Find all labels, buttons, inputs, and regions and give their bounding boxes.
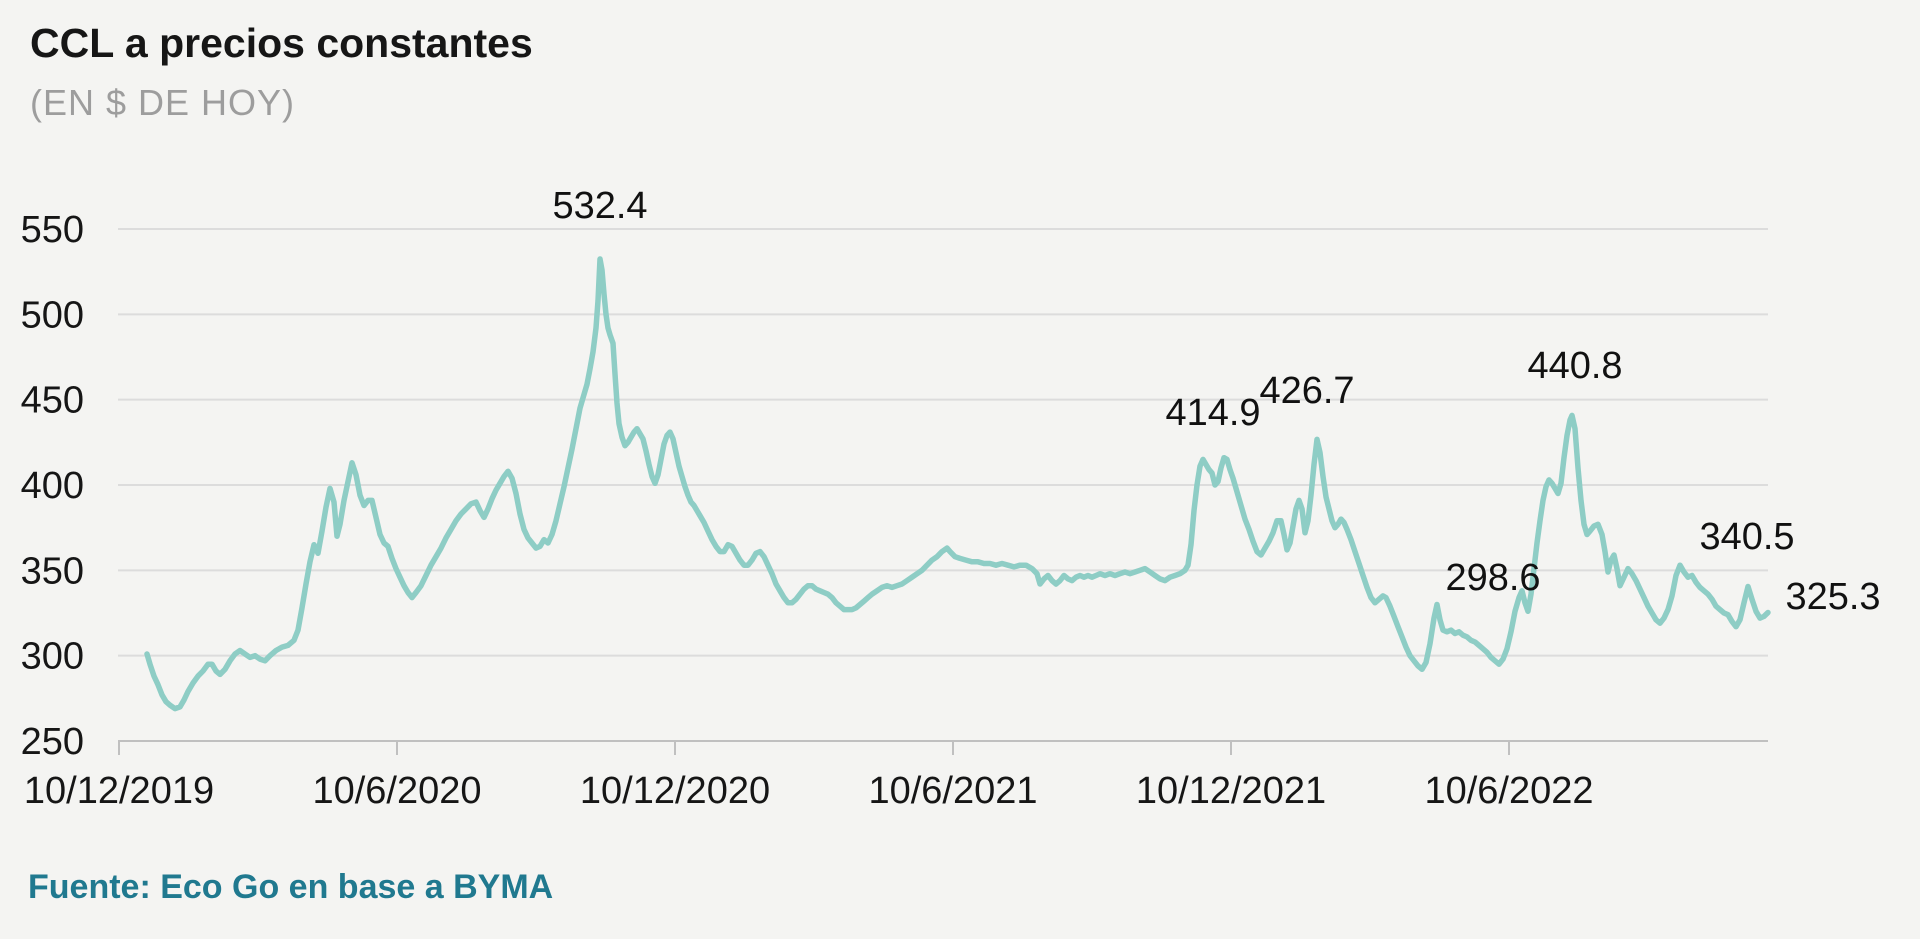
x-tick-label: 10/12/2019 [24, 770, 214, 812]
y-tick-label: 500 [21, 294, 84, 336]
data-point-label: 440.8 [1527, 345, 1622, 387]
y-tick-label: 400 [21, 465, 84, 507]
data-point-label: 340.5 [1699, 516, 1794, 558]
x-tick-label: 10/6/2020 [312, 770, 481, 812]
x-tick-label: 10/6/2022 [1424, 770, 1593, 812]
x-tick-label: 10/12/2020 [580, 770, 770, 812]
y-tick-label: 350 [21, 550, 84, 592]
y-tick-label: 300 [21, 636, 84, 678]
x-tick-label: 10/6/2021 [868, 770, 1037, 812]
chart-subtitle: (EN $ DE HOY) [30, 82, 296, 123]
y-tick-label: 250 [21, 721, 84, 763]
series-line [144, 256, 1771, 712]
y-tick-label: 550 [21, 209, 84, 251]
data-point-label: 325.3 [1785, 576, 1880, 618]
y-tick-label: 450 [21, 380, 84, 422]
data-point-label: 298.6 [1445, 557, 1540, 599]
data-point-label: 426.7 [1259, 370, 1354, 412]
x-tick-label: 10/12/2021 [1136, 770, 1326, 812]
source-text: Fuente: Eco Go en base a BYMA [28, 868, 554, 906]
data-point-label: 414.9 [1165, 392, 1260, 434]
data-point-label: 532.4 [552, 185, 647, 227]
chart-title: CCL a precios constantes [30, 20, 533, 66]
